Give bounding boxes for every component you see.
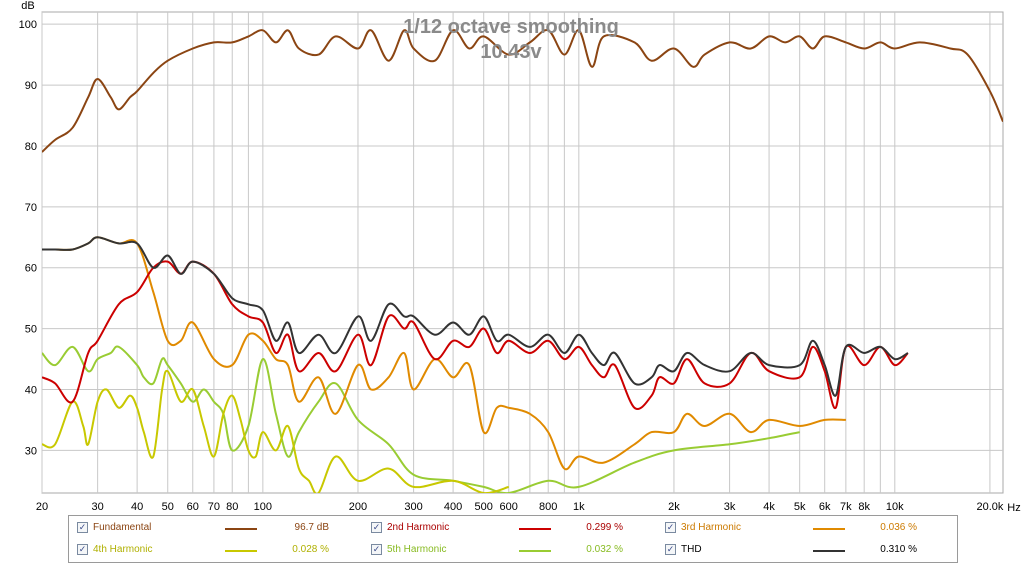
legend-value: 0.310 %: [880, 544, 917, 555]
x-tick-label: 30: [92, 501, 104, 513]
x-tick-label: 200: [349, 501, 367, 513]
series-line-fundamental[interactable]: [42, 29, 1003, 153]
x-tick-label: 70: [208, 501, 220, 513]
x-tick-label: 2k: [668, 501, 680, 513]
chart-subtitle: 10.43v: [480, 41, 542, 63]
y-tick-label: 30: [25, 445, 37, 457]
x-tick-label: 500: [475, 501, 493, 513]
legend-item-2nd-harmonic[interactable]: ✓ 2nd Harmonic 0.299 %: [371, 519, 631, 539]
x-tick-label: 400: [444, 501, 462, 513]
series-line-5th-harmonic[interactable]: [42, 345, 800, 493]
series-layer[interactable]: [42, 29, 1003, 494]
x-tick-label: 6k: [819, 501, 831, 513]
legend-label: 5th Harmonic: [387, 544, 447, 555]
legend-label: 4th Harmonic: [93, 544, 153, 555]
y-tick-label: 70: [25, 202, 37, 214]
x-tick-label: 5k: [794, 501, 806, 513]
x-tick-label: 3k: [724, 501, 736, 513]
legend-item-fundamental[interactable]: ✓ Fundamental 96.7 dB: [77, 519, 337, 539]
x-tick-label: 80: [226, 501, 238, 513]
legend-swatch: [813, 550, 845, 552]
x-tick-label: 100: [254, 501, 272, 513]
y-tick-label: 90: [25, 80, 37, 92]
series-line-thd[interactable]: [42, 236, 909, 397]
y-tick-label: 80: [25, 141, 37, 153]
legend-item-thd[interactable]: ✓ THD 0.310 %: [665, 541, 925, 561]
y-axis-label: dB: [21, 0, 34, 12]
x-tick-label: 1k: [573, 501, 585, 513]
legend-value: 0.032 %: [586, 544, 623, 555]
x-tick-label: 300: [404, 501, 422, 513]
legend-item-3rd-harmonic[interactable]: ✓ 3rd Harmonic 0.036 %: [665, 519, 925, 539]
legend-swatch: [225, 550, 257, 552]
x-tick-label: 800: [539, 501, 557, 513]
axis-labels: 20 30 40 50 60 70 80 100 200 300 400 500 600 800 1k 2k 3…: [19, 19, 1004, 513]
legend-value: 0.299 %: [586, 522, 623, 533]
x-tick-label: 20.0k: [976, 501, 1003, 513]
legend-swatch: [519, 550, 551, 552]
legend-value: 0.028 %: [292, 544, 329, 555]
legend-swatch: [519, 528, 551, 530]
legend-item-5th-harmonic[interactable]: ✓ 5th Harmonic 0.032 %: [371, 541, 631, 561]
chart-svg: 20 30 40 50 60 70 80 100 200 300 400 500 600 800 1k 2k 3…: [19, 0, 1021, 514]
x-tick-label: 20: [36, 501, 48, 513]
chart-title: 1/12 octave smoothing: [403, 16, 619, 38]
legend: ✓ Fundamental 96.7 dB ✓ 2nd Harmonic 0.2…: [68, 515, 958, 563]
grid: [41, 11, 1004, 494]
x-tick-label: 4k: [763, 501, 775, 513]
legend-item-4th-harmonic[interactable]: ✓ 4th Harmonic 0.028 %: [77, 541, 337, 561]
x-tick-label: 50: [162, 501, 174, 513]
y-tick-label: 40: [25, 384, 37, 396]
x-tick-label: 10k: [886, 501, 904, 513]
checkbox-icon[interactable]: ✓: [77, 544, 88, 555]
x-tick-label: 40: [131, 501, 143, 513]
checkbox-icon[interactable]: ✓: [665, 522, 676, 533]
series-line-3rd-harmonic[interactable]: [42, 236, 846, 471]
legend-swatch: [813, 528, 845, 530]
legend-value: 96.7 dB: [294, 522, 329, 533]
checkbox-icon[interactable]: ✓: [665, 544, 676, 555]
series-line-4th-harmonic[interactable]: [42, 369, 509, 494]
checkbox-icon[interactable]: ✓: [371, 544, 382, 555]
legend-swatch: [225, 528, 257, 530]
plot-area: [41, 11, 1004, 494]
x-tick-label: 60: [187, 501, 199, 513]
legend-label: 3rd Harmonic: [681, 522, 742, 533]
x-tick-label: 8k: [858, 501, 870, 513]
x-axis-unit: Hz: [1007, 502, 1020, 514]
checkbox-icon[interactable]: ✓: [371, 522, 382, 533]
y-tick-label: 60: [25, 263, 37, 275]
y-tick-label: 100: [19, 19, 37, 31]
x-tick-label: 600: [500, 501, 518, 513]
x-tick-label: 7k: [840, 501, 852, 513]
y-tick-label: 50: [25, 324, 37, 336]
legend-label: Fundamental: [93, 522, 152, 533]
legend-label: 2nd Harmonic: [387, 522, 450, 533]
checkbox-icon[interactable]: ✓: [77, 522, 88, 533]
legend-label: THD: [681, 544, 702, 555]
legend-value: 0.036 %: [880, 522, 917, 533]
